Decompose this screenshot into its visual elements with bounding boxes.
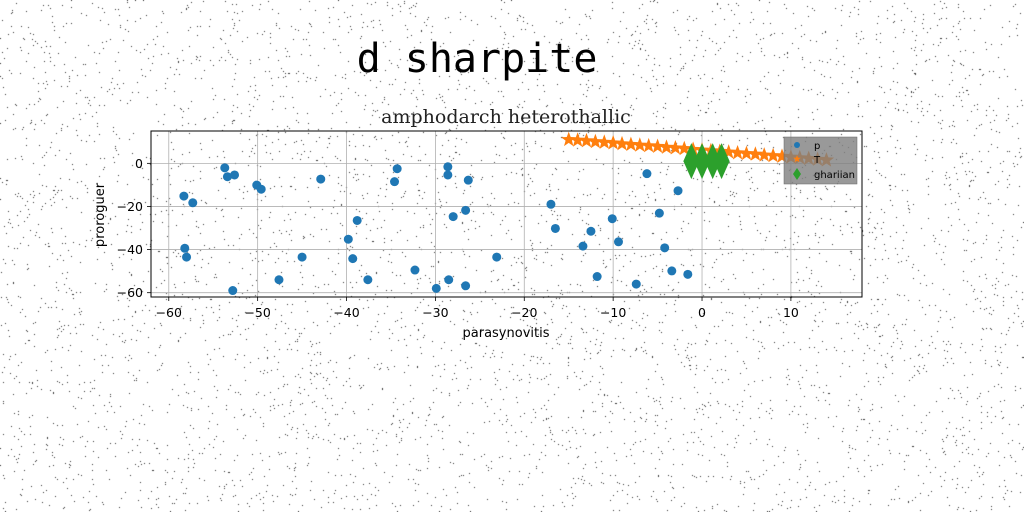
data-point xyxy=(683,269,693,279)
x-tick-label: −50 xyxy=(244,305,270,320)
data-point xyxy=(596,134,612,149)
data-point xyxy=(182,252,192,262)
data-point xyxy=(443,170,453,180)
y-tick-label: −40 xyxy=(117,242,143,257)
data-point xyxy=(704,143,721,180)
data-point xyxy=(756,147,772,162)
data-point xyxy=(343,234,353,244)
legend-marker xyxy=(793,155,801,163)
data-point xyxy=(676,140,692,156)
data-point xyxy=(774,148,790,163)
data-point xyxy=(390,177,400,187)
series-2 xyxy=(683,143,730,180)
data-point xyxy=(586,226,596,236)
data-point xyxy=(546,199,556,209)
data-point xyxy=(392,164,402,174)
data-point xyxy=(578,241,588,251)
data-point xyxy=(613,237,623,247)
data-point xyxy=(230,170,240,180)
data-point xyxy=(461,281,471,291)
data-point xyxy=(188,198,198,208)
axis-ticks: −60 −50 −40 −30 −20 −10 0 10 −60 −40 −20 0 xyxy=(117,156,799,320)
data-point xyxy=(605,135,621,150)
data-point xyxy=(730,145,746,160)
data-point xyxy=(256,184,266,194)
x-tick-label: −60 xyxy=(156,305,182,320)
data-point xyxy=(410,265,420,275)
data-point xyxy=(765,147,781,163)
data-point xyxy=(631,279,641,289)
x-tick-label: −40 xyxy=(333,305,359,320)
data-point xyxy=(550,223,560,233)
data-point xyxy=(492,252,502,262)
figure-suptitle: d sharpite xyxy=(356,36,598,82)
data-point xyxy=(747,146,763,161)
data-point xyxy=(660,243,670,253)
y-tick-label: −60 xyxy=(117,285,143,300)
data-point xyxy=(448,212,458,222)
legend-marker xyxy=(793,168,801,180)
data-point xyxy=(578,132,595,148)
legend-label-p: p xyxy=(814,141,820,152)
legend-label-ghariian: ghariian xyxy=(814,170,855,181)
y-tick-label: 0 xyxy=(135,156,143,171)
data-point xyxy=(222,172,232,182)
series-0 xyxy=(179,162,693,296)
data-point xyxy=(179,191,189,201)
data-point xyxy=(683,143,700,180)
data-point xyxy=(673,186,683,196)
data-point xyxy=(363,275,373,285)
grid-lines xyxy=(151,131,862,297)
data-point xyxy=(431,283,441,293)
data-point xyxy=(297,252,307,262)
data-point xyxy=(614,135,630,151)
data-point xyxy=(463,175,473,185)
legend-label-t: T xyxy=(813,155,821,166)
x-tick-label: −10 xyxy=(600,305,626,320)
data-point xyxy=(587,133,603,149)
data-point xyxy=(738,145,755,161)
chart-title: amphodarch heterothallic xyxy=(381,106,631,128)
data-point xyxy=(667,140,683,155)
data-point xyxy=(592,272,602,282)
data-point xyxy=(713,143,730,180)
data-point xyxy=(623,136,639,152)
data-point xyxy=(632,137,648,152)
data-marks xyxy=(179,131,835,296)
data-point xyxy=(650,138,666,153)
x-tick-label: −20 xyxy=(511,305,537,320)
legend-marker xyxy=(794,142,800,148)
data-point xyxy=(316,174,326,184)
data-point xyxy=(461,205,471,215)
data-point xyxy=(654,208,664,218)
x-tick-label: 0 xyxy=(698,305,706,320)
legend: p T ghariian xyxy=(783,136,858,185)
data-point xyxy=(220,163,230,173)
data-point xyxy=(228,286,238,296)
data-point xyxy=(352,215,362,225)
plot-frame xyxy=(150,130,863,298)
x-tick-label: −30 xyxy=(422,305,448,320)
y-tick-label: −20 xyxy=(117,199,143,214)
data-point xyxy=(658,139,675,154)
data-point xyxy=(694,143,711,180)
data-point xyxy=(607,214,617,224)
data-point xyxy=(274,275,284,285)
data-point xyxy=(667,266,677,276)
data-point xyxy=(348,254,358,264)
data-point xyxy=(180,243,190,253)
data-point xyxy=(561,131,577,147)
data-point xyxy=(642,169,652,179)
data-point xyxy=(444,275,454,285)
data-point xyxy=(721,144,737,159)
x-tick-label: 10 xyxy=(783,305,799,320)
x-axis-label: parasynovitis xyxy=(463,326,550,341)
data-point xyxy=(570,132,586,147)
data-point xyxy=(641,137,657,153)
y-axis-label: proroguer xyxy=(93,182,108,247)
data-point xyxy=(443,162,453,172)
